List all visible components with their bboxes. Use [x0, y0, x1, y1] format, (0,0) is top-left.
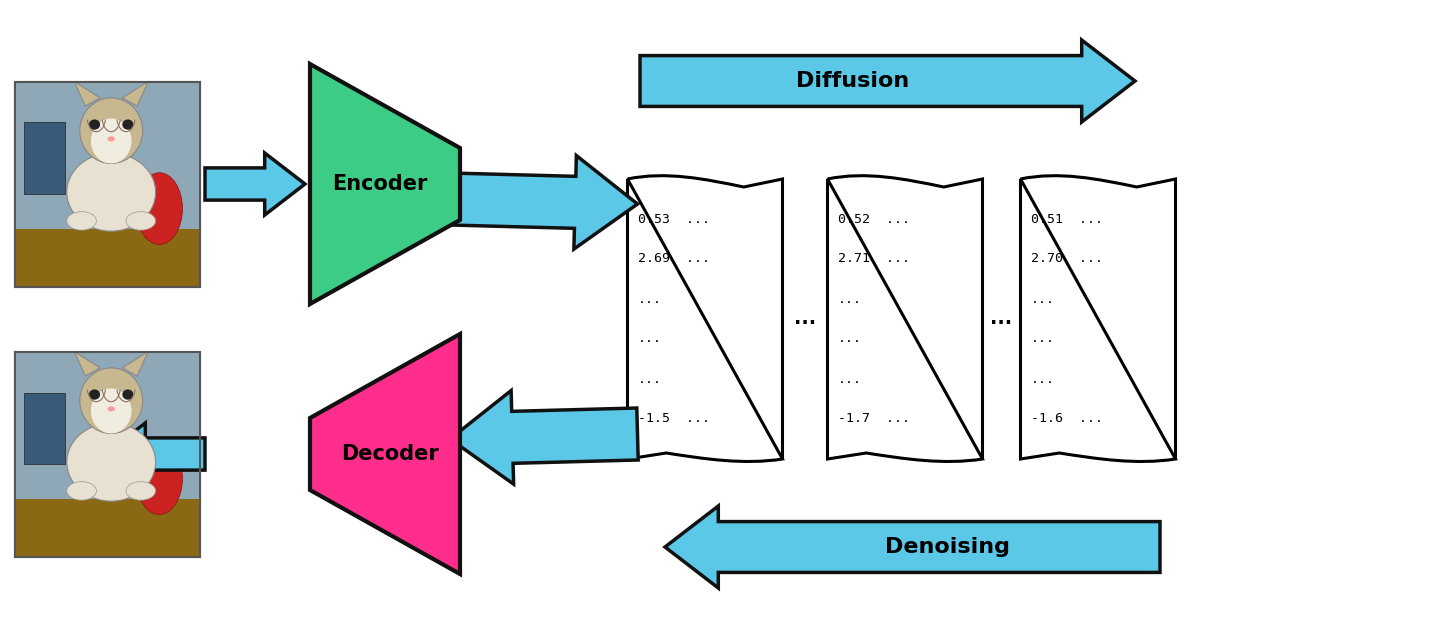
Ellipse shape	[137, 443, 182, 514]
Polygon shape	[74, 82, 100, 106]
Ellipse shape	[89, 389, 100, 399]
Text: ...: ...	[838, 373, 862, 385]
Text: ...: ...	[1031, 293, 1054, 305]
Bar	[15, 499, 201, 557]
Bar	[25, 392, 65, 465]
Text: 0.52  ...: 0.52 ...	[838, 213, 910, 226]
Text: ...: ...	[838, 293, 862, 305]
Bar	[25, 123, 65, 194]
Bar	[15, 351, 201, 557]
Ellipse shape	[108, 406, 115, 412]
PathPatch shape	[827, 176, 983, 461]
Text: -1.5  ...: -1.5 ...	[637, 413, 710, 426]
Ellipse shape	[90, 389, 131, 433]
Bar	[15, 229, 201, 286]
Text: ...: ...	[838, 332, 862, 346]
Text: ...: ...	[794, 309, 816, 328]
Text: -1.6  ...: -1.6 ...	[1031, 413, 1102, 426]
Ellipse shape	[67, 423, 156, 501]
Polygon shape	[105, 423, 205, 485]
Bar	[15, 351, 201, 499]
Polygon shape	[449, 390, 638, 484]
Bar	[15, 351, 201, 557]
Ellipse shape	[137, 173, 182, 245]
Text: 0.51  ...: 0.51 ...	[1031, 213, 1102, 226]
Ellipse shape	[89, 119, 100, 130]
Text: 2.71  ...: 2.71 ...	[838, 252, 910, 265]
Ellipse shape	[67, 482, 96, 500]
Text: ...: ...	[1031, 332, 1054, 346]
Text: ...: ...	[990, 309, 1012, 328]
Polygon shape	[640, 40, 1136, 122]
Text: Encoder: Encoder	[333, 174, 427, 194]
Ellipse shape	[80, 368, 142, 433]
Text: ...: ...	[637, 293, 662, 305]
Text: ...: ...	[1031, 373, 1054, 385]
Ellipse shape	[126, 212, 156, 230]
Ellipse shape	[67, 153, 156, 231]
Polygon shape	[122, 82, 148, 106]
Ellipse shape	[80, 98, 142, 164]
Ellipse shape	[67, 212, 96, 230]
Ellipse shape	[108, 136, 115, 141]
Polygon shape	[74, 351, 100, 376]
Polygon shape	[664, 506, 1160, 588]
Bar	[15, 82, 201, 286]
Text: 2.69  ...: 2.69 ...	[637, 252, 710, 265]
Ellipse shape	[126, 482, 156, 500]
Polygon shape	[205, 153, 305, 215]
PathPatch shape	[1021, 176, 1175, 461]
Polygon shape	[310, 334, 459, 574]
Text: ...: ...	[637, 332, 662, 346]
Bar	[15, 82, 201, 229]
Text: Decoder: Decoder	[342, 444, 439, 464]
Text: Denoising: Denoising	[884, 537, 1009, 557]
Ellipse shape	[122, 119, 134, 130]
Text: 0.53  ...: 0.53 ...	[637, 213, 710, 226]
Polygon shape	[449, 155, 637, 249]
Polygon shape	[310, 64, 459, 304]
Text: -1.7  ...: -1.7 ...	[838, 413, 910, 426]
PathPatch shape	[628, 176, 782, 461]
Bar	[15, 82, 201, 286]
Polygon shape	[122, 351, 148, 376]
Text: ...: ...	[637, 373, 662, 385]
Ellipse shape	[122, 389, 134, 399]
Text: 2.70  ...: 2.70 ...	[1031, 252, 1102, 265]
Text: Diffusion: Diffusion	[797, 71, 909, 91]
Ellipse shape	[90, 118, 131, 164]
